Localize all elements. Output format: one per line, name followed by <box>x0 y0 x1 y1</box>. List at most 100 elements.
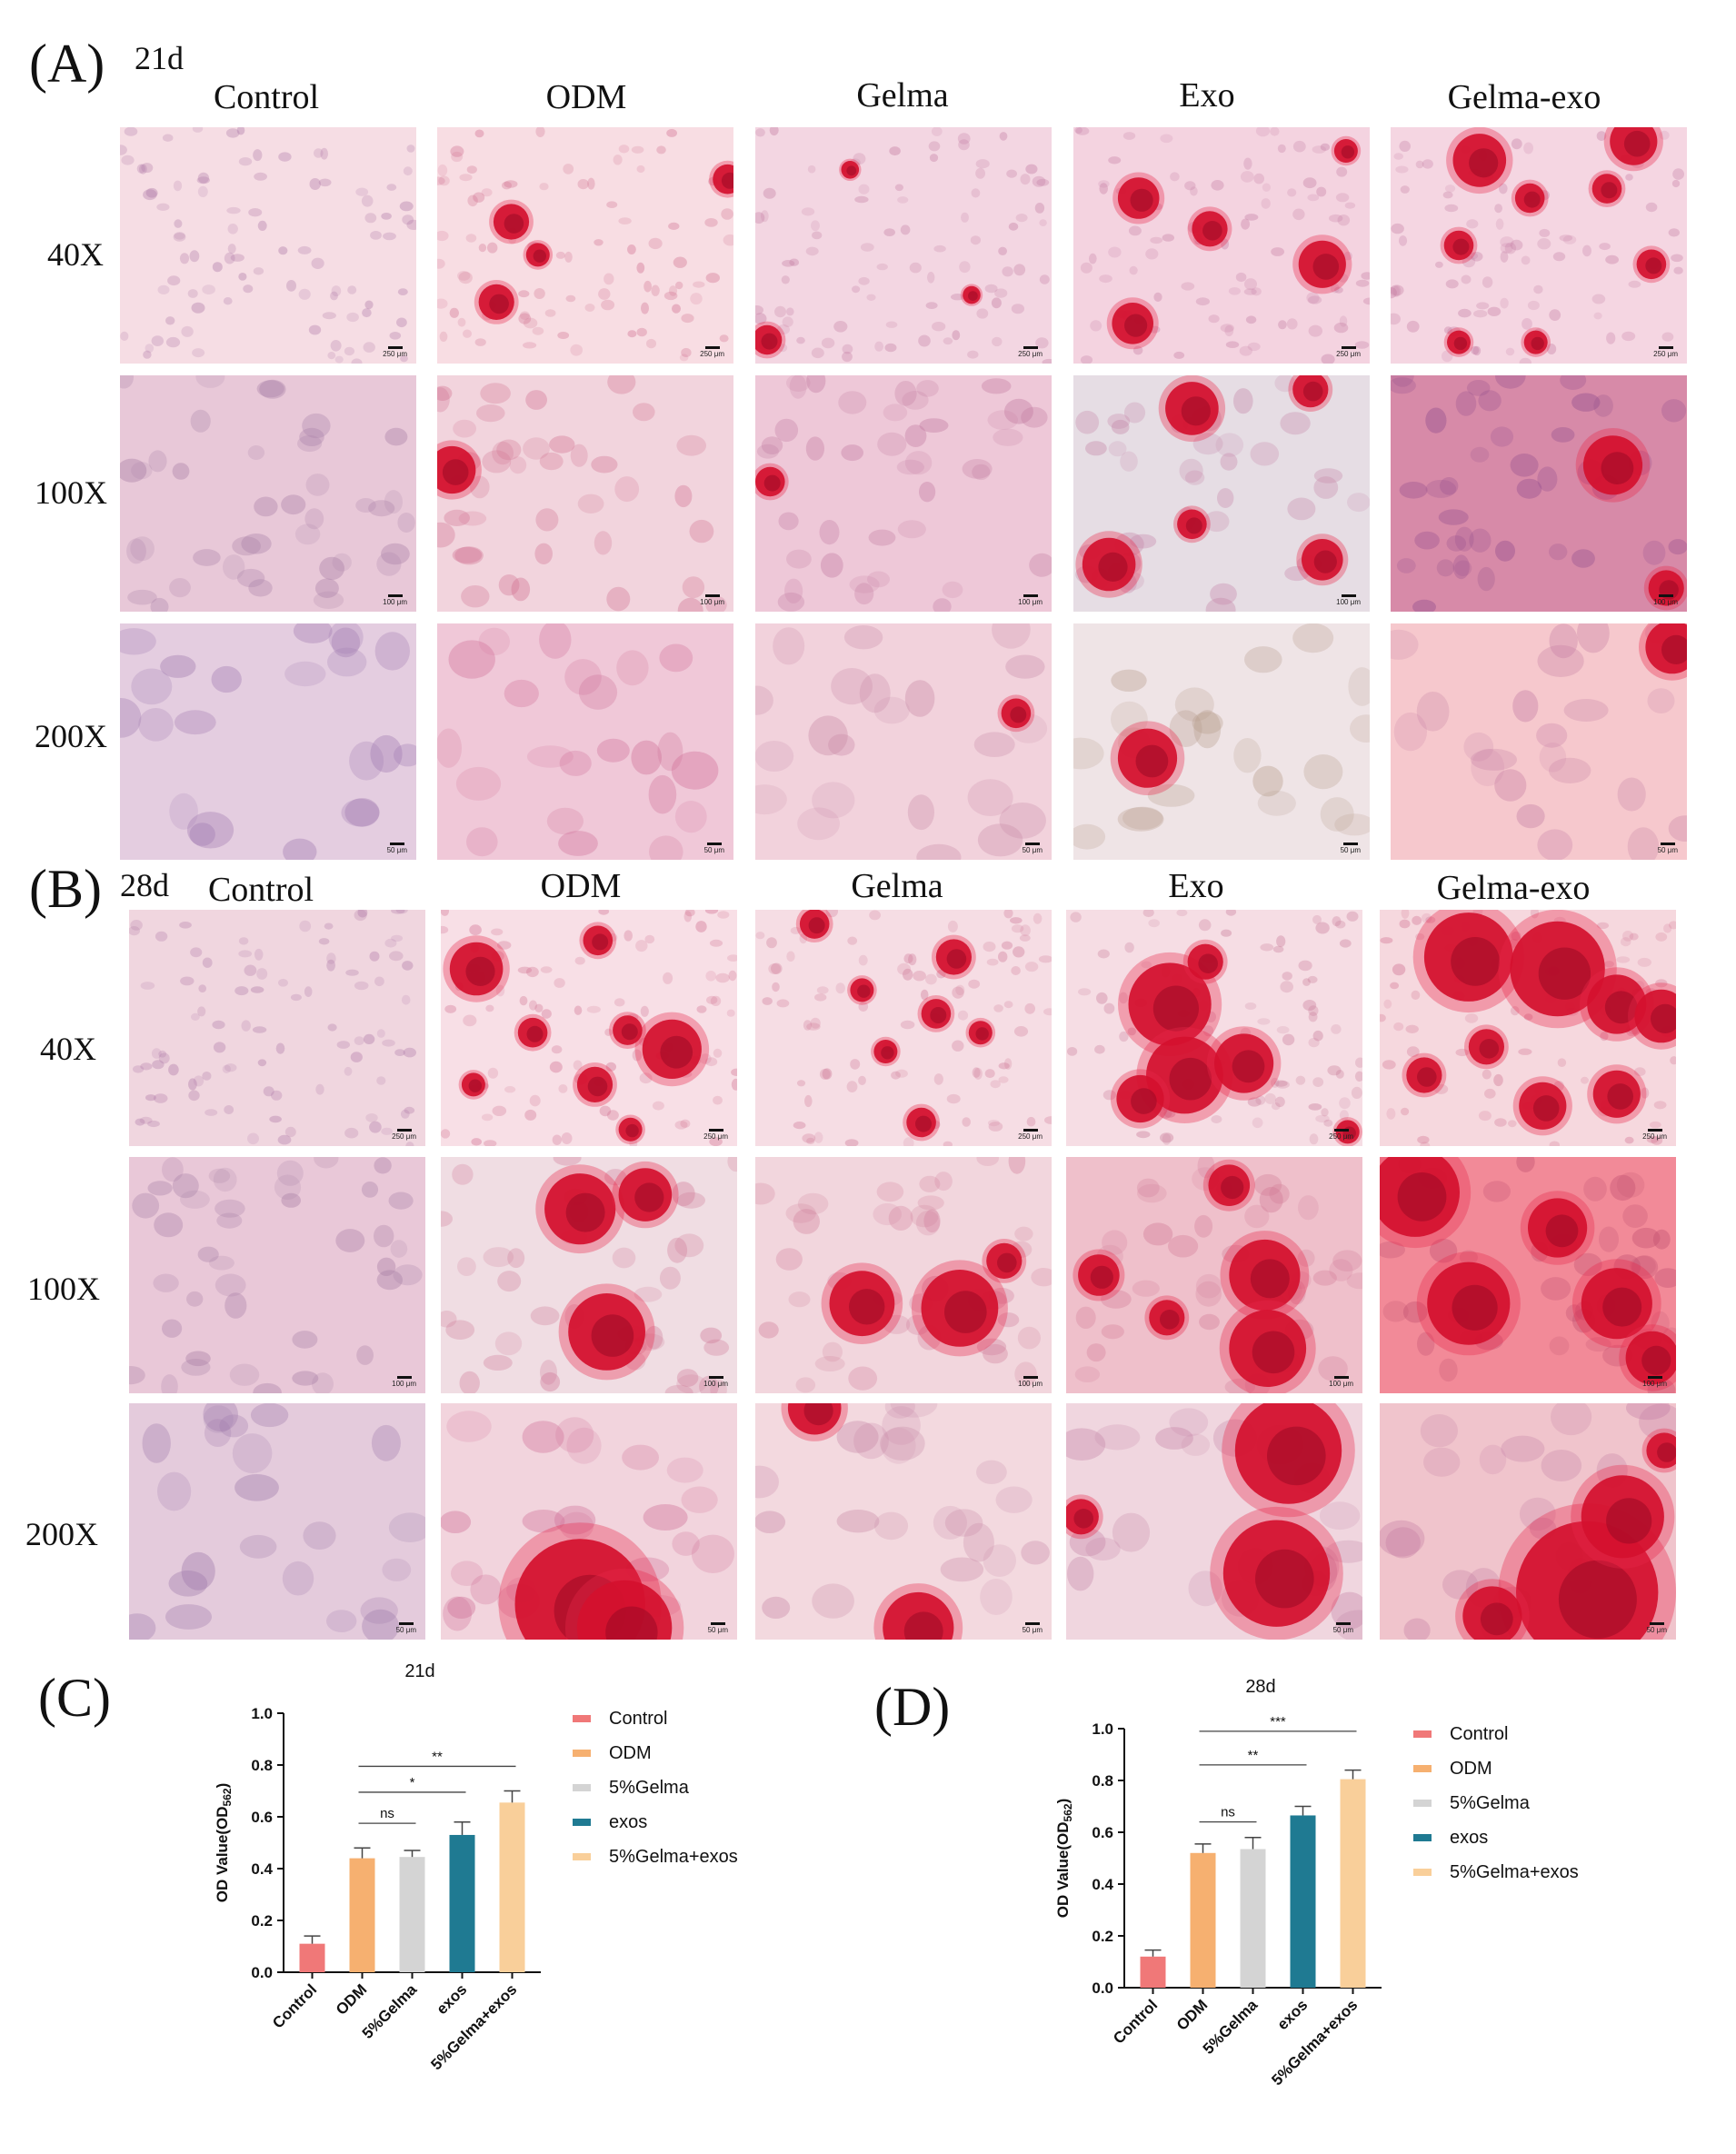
panel-b-col-control: Control <box>207 871 314 909</box>
chart-21d-legend-label-2: 5%Gelma <box>609 1778 690 1798</box>
panel-b-col-gelma-exo: Gelma-exo <box>1436 869 1591 907</box>
chart-21d-sig-label-1: * <box>410 1775 415 1790</box>
panel-b-row-40x: 40X <box>40 1031 96 1067</box>
micrograph-b-control-200x: 50 μm <box>129 1403 425 1640</box>
micrograph-a-gelma-exo-40x: 250 μm <box>1391 127 1687 364</box>
micrograph-a-gelma-100x: 100 μm <box>755 375 1052 612</box>
panel-b-col-gelma: Gelma <box>851 867 943 905</box>
chart-28d-y-tick-label: 0.6 <box>1092 1824 1113 1841</box>
chart-28d-sig-label-1: ** <box>1248 1748 1259 1763</box>
panel-c-letter: (C) <box>38 1668 111 1728</box>
chart-28d-x-tick-label: Control <box>1110 1996 1161 2047</box>
scale-bar: 100 μm <box>700 594 724 606</box>
micrograph-b-control-40x: 250 μm <box>129 910 425 1146</box>
chart-21d: 21d 0.0 0.2 0.4 0.6 0.8 1.0 OD Value(OD562) Cont… <box>214 1661 738 2073</box>
chart-21d-legend-label-3: exos <box>609 1812 647 1832</box>
panel-b-row-200x: 200X <box>25 1516 98 1552</box>
chart-21d-sig-label-0: ns <box>380 1806 394 1821</box>
chart-28d-legend-swatch-2 <box>1413 1800 1432 1807</box>
micrograph-b-odm-200x: 50 μm <box>441 1403 737 1640</box>
panel-a-day: 21d <box>135 40 184 76</box>
scale-bar: 50 μm <box>1658 843 1678 854</box>
scale-bar: 100 μm <box>383 594 407 606</box>
scale-bar: 250 μm <box>700 346 724 358</box>
micrograph-b-control-100x: 100 μm <box>129 1157 425 1393</box>
micrograph-b-exo-100x: 100 μm <box>1066 1157 1362 1393</box>
micrograph-a-exo-100x: 100 μm <box>1073 375 1370 612</box>
scale-bar: 100 μm <box>703 1376 728 1388</box>
panel-a-row-200x: 200X <box>35 718 107 754</box>
chart-21d-legend-label-4: 5%Gelma+exos <box>609 1847 738 1867</box>
chart-28d-legend-swatch-1 <box>1413 1765 1432 1772</box>
chart-21d-bar-1 <box>349 1858 375 1972</box>
chart-21d-y-tick-label: 0.2 <box>251 1912 273 1930</box>
micrograph-b-gelma-200x: 50 μm <box>755 1403 1052 1640</box>
chart-21d-y-tick-label: 1.0 <box>251 1705 273 1722</box>
panel-a-col-gelma-exo: Gelma-exo <box>1447 78 1601 116</box>
micrograph-a-odm-200x: 50 μm <box>437 623 733 860</box>
chart-21d-bar-0 <box>299 1943 325 1972</box>
scale-bar: 100 μm <box>392 1376 416 1388</box>
chart-28d-y-tick-label: 0.0 <box>1092 1979 1113 1997</box>
micrograph-b-gelma-40x: 250 μm <box>755 910 1052 1146</box>
panel-b-col-exo: Exo <box>1168 867 1224 905</box>
chart-28d-bar-3 <box>1290 1815 1316 1988</box>
scale-bar: 250 μm <box>392 1129 416 1141</box>
panel-d-letter: (D) <box>874 1677 951 1737</box>
scale-bar: 250 μm <box>1653 346 1678 358</box>
panel-a-col-odm: ODM <box>545 78 627 116</box>
panel-b-day: 28d <box>120 867 169 903</box>
micrograph-a-control-100x: 100 μm <box>120 375 416 612</box>
chart-28d-title: 28d <box>1245 1677 1275 1697</box>
scale-bar: 250 μm <box>1329 1129 1353 1141</box>
scale-bar: 250 μm <box>1018 346 1043 358</box>
micrograph-b-odm-100x: 100 μm <box>441 1157 737 1393</box>
chart-28d-bar-4 <box>1340 1779 1366 1988</box>
panel-a-row-100x: 100X <box>35 474 107 511</box>
micrograph-b-gelma-100x: 100 μm <box>755 1157 1052 1393</box>
scale-bar: 50 μm <box>1341 843 1361 854</box>
scale-bar: 50 μm <box>708 1622 728 1634</box>
chart-21d-legend-swatch-0 <box>573 1715 591 1722</box>
micrograph-a-odm-40x: 250 μm <box>437 127 733 364</box>
panel-a-col-gelma: Gelma <box>856 76 949 115</box>
scale-bar: 250 μm <box>1642 1129 1667 1141</box>
chart-28d-legend-label-1: ODM <box>1450 1759 1492 1779</box>
chart-28d-legend-swatch-3 <box>1413 1834 1432 1841</box>
scale-bar: 250 μm <box>1336 346 1361 358</box>
panel-a-row-40x: 40X <box>47 236 104 273</box>
micrograph-b-exo-40x: 250 μm <box>1066 910 1362 1146</box>
micrograph-b-gelma-exo-40x: 250 μm <box>1380 910 1676 1146</box>
chart-28d-x-tick-label: exos <box>1273 1996 1311 2033</box>
scale-bar: 50 μm <box>704 843 724 854</box>
scale-bar: 100 μm <box>1329 1376 1353 1388</box>
micrograph-a-exo-200x: 50 μm <box>1073 623 1370 860</box>
chart-28d-x-tick-label: 5%Gelma <box>1200 1996 1262 2058</box>
chart-28d: 28d 0.0 0.2 0.4 0.6 0.8 1.0 OD Value(OD562) Cont… <box>1054 1677 1579 2089</box>
chart-21d-y-label: OD Value(OD562) <box>214 1783 234 1903</box>
scale-bar: 100 μm <box>1018 594 1043 606</box>
micrograph-a-gelma-exo-100x: 100 μm <box>1391 375 1687 612</box>
chart-28d-legend-label-3: exos <box>1450 1828 1488 1848</box>
chart-21d-sig-label-2: ** <box>432 1749 443 1764</box>
micrograph-b-exo-200x: 50 μm <box>1066 1403 1362 1640</box>
panel-b-col-odm: ODM <box>540 867 622 905</box>
panel-a-letter: (A) <box>29 34 105 94</box>
scale-bar: 50 μm <box>1333 1622 1353 1634</box>
chart-28d-x-tick-label: ODM <box>1173 1996 1211 2033</box>
scale-bar: 50 μm <box>1647 1622 1667 1634</box>
chart-21d-legend-swatch-3 <box>573 1819 591 1826</box>
micrograph-a-exo-40x: 250 μm <box>1073 127 1370 364</box>
chart-21d-y-tick-label: 0.6 <box>251 1809 273 1826</box>
micrograph-a-gelma-200x: 50 μm <box>755 623 1052 860</box>
scale-bar: 250 μm <box>383 346 407 358</box>
chart-21d-legend-swatch-2 <box>573 1784 591 1791</box>
chart-28d-y-tick-label: 0.8 <box>1092 1772 1113 1790</box>
chart-28d-y-tick-label: 0.2 <box>1092 1928 1113 1945</box>
chart-21d-y-tick-label: 0.8 <box>251 1757 273 1774</box>
chart-28d-legend-label-4: 5%Gelma+exos <box>1450 1862 1579 1882</box>
chart-28d-bar-2 <box>1240 1849 1266 1988</box>
micrograph-a-gelma-exo-200x: 50 μm <box>1391 623 1687 860</box>
panel-a-col-control: Control <box>213 78 320 116</box>
chart-21d-title: 21d <box>404 1661 434 1681</box>
